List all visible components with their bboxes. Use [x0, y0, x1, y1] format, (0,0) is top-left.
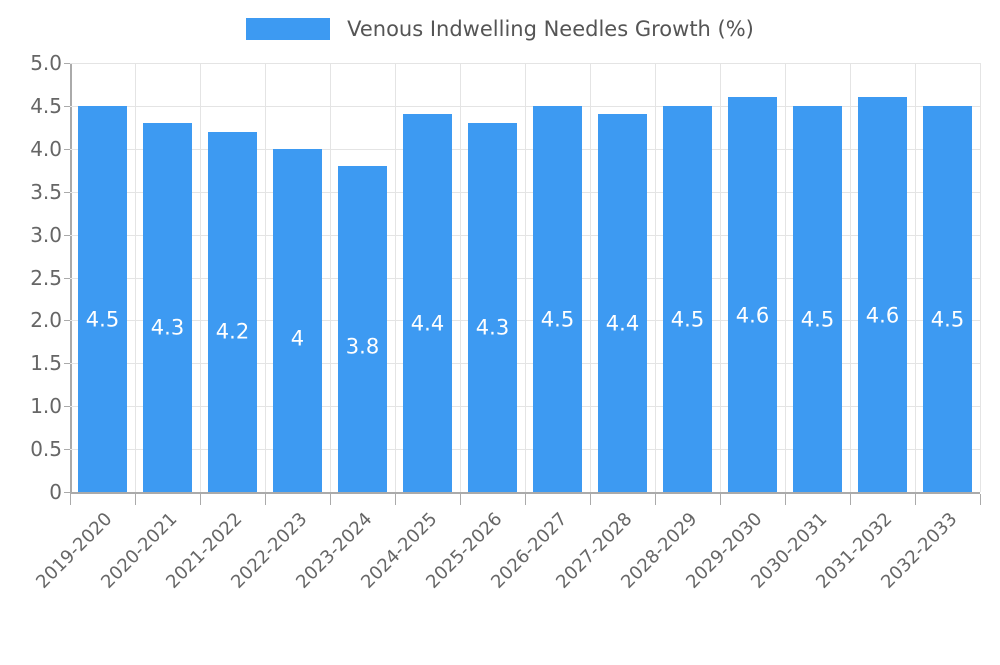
- gridline-vertical: [655, 63, 656, 492]
- x-axis-line: [70, 492, 980, 494]
- bar-value-label: 4.6: [865, 303, 900, 328]
- bar-value-label: 4.5: [930, 307, 965, 332]
- y-axis-tick-label: 3.5: [30, 179, 62, 204]
- bar[interactable]: 4.5: [532, 105, 583, 492]
- bar[interactable]: 4.6: [727, 97, 778, 492]
- x-axis-tick-mark: [915, 494, 916, 505]
- bar-value-label: 4.5: [540, 307, 575, 332]
- x-axis-tick-mark: [850, 494, 851, 505]
- x-axis-tick-mark: [265, 494, 266, 505]
- bar[interactable]: 3.8: [337, 165, 388, 492]
- legend-color-swatch: [246, 18, 331, 40]
- bar-value-label: 4.2: [215, 319, 250, 344]
- y-axis-tick-label: 3.0: [30, 222, 62, 247]
- bar[interactable]: 4.5: [792, 105, 843, 492]
- bar-value-label: 4: [290, 326, 305, 351]
- bar-value-label: 4.6: [735, 303, 770, 328]
- y-axis-tick-mark: [64, 406, 70, 408]
- y-axis-tick-mark: [64, 449, 70, 451]
- bar-value-label: 4.3: [150, 315, 185, 340]
- y-axis-tick-mark: [64, 320, 70, 322]
- y-axis-tick-label: 4.0: [30, 136, 62, 161]
- bar-chart: Venous Indwelling Needles Growth (%) 0 0.…: [0, 0, 1000, 600]
- y-axis-tick-mark: [64, 63, 70, 64]
- bar[interactable]: 4.3: [142, 123, 193, 492]
- x-axis-tick-mark: [525, 494, 526, 505]
- y-axis-tick-mark: [64, 363, 70, 365]
- y-axis-tick-label: 0.5: [30, 437, 62, 462]
- x-axis-tick-mark: [590, 494, 591, 505]
- y-axis-tick-label: 4.5: [30, 93, 62, 118]
- x-axis-tick-mark: [135, 494, 136, 505]
- x-axis-tick-mark: [785, 494, 786, 505]
- y-axis-tick-label: 2.0: [30, 308, 62, 333]
- gridline-vertical: [980, 63, 981, 492]
- x-axis-tick-mark: [655, 494, 656, 505]
- y-axis-tick-mark: [64, 234, 70, 236]
- bar[interactable]: 4.2: [207, 131, 258, 492]
- gridline-vertical: [330, 63, 331, 492]
- legend-label: Venous Indwelling Needles Growth (%): [347, 16, 754, 41]
- gridline-vertical: [785, 63, 786, 492]
- y-axis-tick-label: 5.0: [30, 51, 62, 75]
- bar[interactable]: 4.5: [662, 105, 713, 492]
- bar[interactable]: 4.4: [402, 114, 453, 492]
- bar[interactable]: 4.5: [922, 105, 973, 492]
- bar-value-label: 4.3: [475, 315, 510, 340]
- gridline-vertical: [850, 63, 851, 492]
- x-axis-tick-mark: [460, 494, 461, 505]
- bar[interactable]: 4.5: [77, 105, 128, 492]
- y-axis-tick-mark: [64, 277, 70, 279]
- x-axis-tick-mark: [200, 494, 201, 505]
- gridline-vertical: [525, 63, 526, 492]
- gridline-vertical: [200, 63, 201, 492]
- y-axis-tick-mark: [64, 105, 70, 107]
- gridline-vertical: [395, 63, 396, 492]
- y-axis-tick-label: 2.5: [30, 265, 62, 290]
- y-axis-tick-mark: [64, 492, 70, 493]
- bar[interactable]: 4.3: [467, 123, 518, 492]
- bar[interactable]: 4: [272, 148, 323, 492]
- gridline-vertical: [915, 63, 916, 492]
- y-axis-tick-label: 1.5: [30, 351, 62, 376]
- bar[interactable]: 4.6: [857, 97, 908, 492]
- y-axis-tick-label: 1.0: [30, 394, 62, 419]
- bar-value-label: 4.4: [410, 311, 445, 336]
- gridline-vertical: [720, 63, 721, 492]
- bar-value-label: 4.5: [800, 307, 835, 332]
- gridline-vertical: [135, 63, 136, 492]
- y-axis-tick-label: 0: [49, 480, 62, 504]
- bar-value-label: 4.5: [670, 307, 705, 332]
- gridline-vertical: [460, 63, 461, 492]
- x-axis-tick-mark: [70, 494, 71, 505]
- chart-legend: Venous Indwelling Needles Growth (%): [0, 12, 1000, 46]
- gridline-vertical: [265, 63, 266, 492]
- x-axis-tick-mark: [395, 494, 396, 505]
- x-axis-tick-mark: [330, 494, 331, 505]
- bar-value-label: 4.5: [85, 307, 120, 332]
- bar[interactable]: 4.4: [597, 114, 648, 492]
- gridline-vertical: [590, 63, 591, 492]
- x-axis-tick-mark: [980, 494, 981, 505]
- bar-value-label: 4.4: [605, 311, 640, 336]
- plot-area: 4.5 4.3 4.2 4 3.8 4.4 4.3 4.5 4.4 4.5 4.6 4.5 4.6 4.5: [70, 63, 981, 494]
- y-axis-tick-labels: 0 0.5 1.0 1.5 2.0 2.5 3.0 3.5 4.0 4.5 5.0: [0, 0, 70, 600]
- y-axis-tick-mark: [64, 148, 70, 150]
- bar-value-label: 3.8: [345, 334, 380, 359]
- x-axis-tick-mark: [720, 494, 721, 505]
- y-axis-tick-mark: [64, 191, 70, 193]
